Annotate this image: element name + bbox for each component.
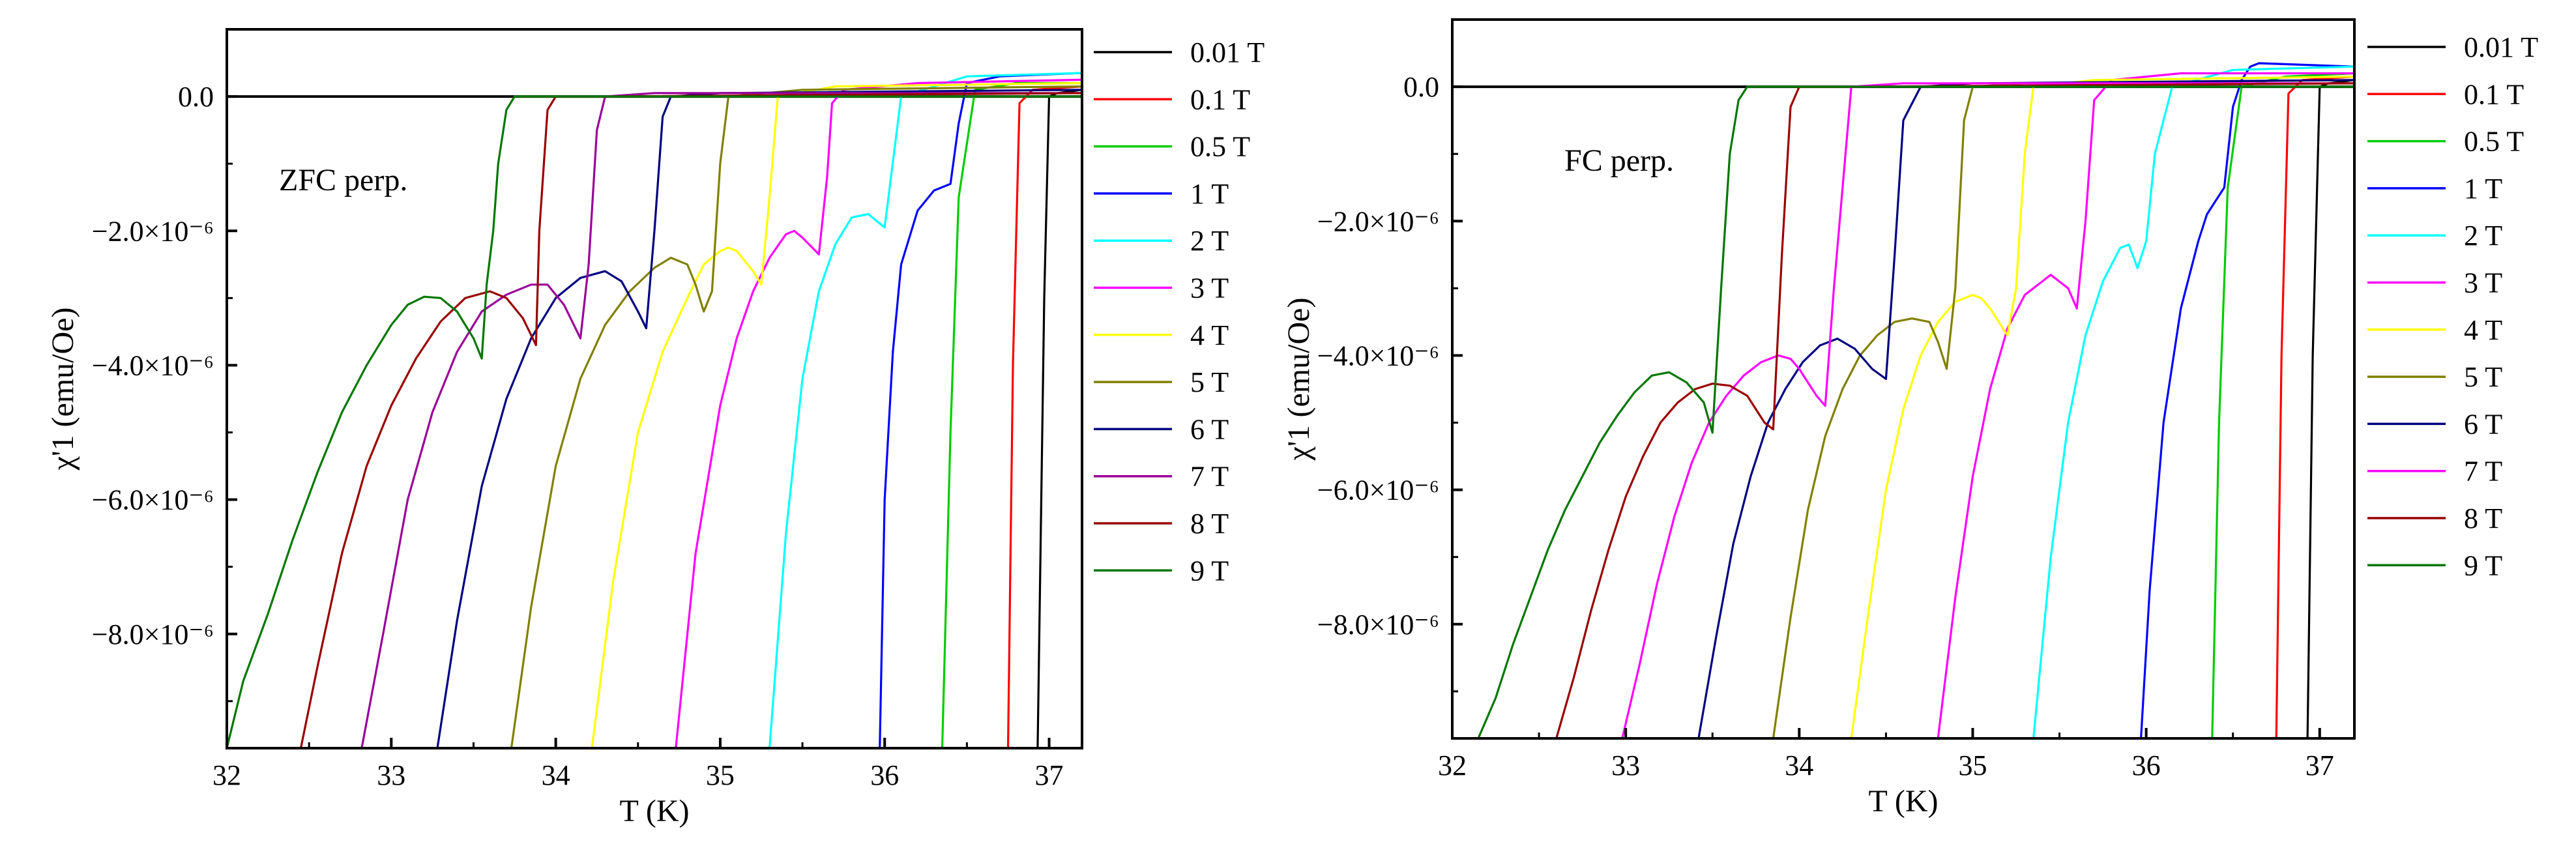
legend-label: 9 T (1190, 555, 1229, 587)
series-line-4-t-t (591, 81, 1082, 748)
legend-label: 0.5 T (2464, 126, 2524, 158)
legend-label: 2 T (1190, 225, 1229, 257)
legend-label: 0.1 T (1190, 83, 1250, 115)
series-line-7-t-t (360, 92, 1082, 748)
fc-panel: 32 33 34 35 36 37 0.0 −2.0×10⁻⁶ −4.0×10⁻⁶ −6.0×10… (1281, 18, 2538, 819)
x-tick-label: 34 (1785, 749, 1813, 781)
x-tick-label: 35 (706, 759, 735, 791)
legend-label: 1 T (2464, 173, 2502, 205)
series-line-6-t-t (436, 89, 1082, 748)
legend-label: 3 T (1190, 272, 1229, 304)
x-tick-label: 34 (542, 759, 570, 791)
legend-label: 4 T (2464, 314, 2502, 346)
legend-label: 0.01 T (1190, 36, 1265, 68)
x-tick-label: 33 (1611, 749, 1640, 781)
legend-label: 9 T (2464, 549, 2502, 581)
series-group (1477, 62, 2354, 738)
x-axis-title: T (K) (619, 794, 689, 828)
plot-frame (226, 28, 1083, 749)
legend-label: 2 T (2464, 220, 2502, 252)
legend-label: 7 T (1190, 461, 1229, 493)
series-line-3-t-t (1937, 72, 2354, 738)
panel-annotation: FC perp. (1564, 143, 1674, 178)
series-line-6-t-t (1697, 79, 2354, 738)
y-tick-label: −4.0×10⁻⁶ (1317, 340, 1439, 371)
legend-label: 0.01 T (2464, 31, 2538, 63)
series-line-9-t-t (227, 95, 1082, 748)
series-line-9-t-t (1477, 85, 2354, 738)
x-axis-title: T (K) (1868, 784, 1938, 819)
series-line-8-t-t (299, 92, 1082, 748)
x-tick-label: 35 (1958, 749, 1987, 781)
legend-label: 5 T (1190, 366, 1229, 398)
y-axis-title: χ'1 (emu/Oe) (46, 308, 80, 471)
legend-label: 8 T (1190, 508, 1229, 540)
series-group (227, 72, 1082, 748)
series-line-7-t-t (1621, 82, 2354, 738)
x-tick-label: 36 (870, 759, 899, 791)
legend-label: 8 T (2464, 502, 2502, 534)
y-tick-label: −4.0×10⁻⁶ (92, 349, 214, 381)
y-tick-label: 0.0 (178, 81, 214, 113)
legend-label: 0.5 T (1190, 131, 1250, 163)
legend-label: 5 T (2464, 361, 2502, 393)
x-tick-label: 37 (1035, 759, 1064, 791)
y-tick-label: −2.0×10⁻⁶ (1317, 205, 1439, 237)
plot-frame (1451, 18, 2356, 740)
series-line-5-t-t (1772, 79, 2354, 738)
y-tick-label: −8.0×10⁻⁶ (1317, 609, 1439, 641)
y-tick-label: −8.0×10⁻⁶ (92, 618, 214, 650)
legend-label: 1 T (1190, 178, 1229, 210)
legend-label: 4 T (1190, 319, 1229, 351)
series-line-0-1-t-t (1006, 85, 1082, 748)
legend-label: 6 T (2464, 408, 2502, 440)
legend-label: 6 T (1190, 413, 1229, 445)
legend-label: 3 T (2464, 267, 2502, 299)
series-line-0-5-t-t (2211, 72, 2354, 738)
zfc-panel: 32 33 34 35 36 37 0.0 −2.0×10⁻⁶ −4.0×10⁻⁶ −6.0×10… (46, 28, 1265, 828)
y-tick-label: 0.0 (1403, 71, 1439, 103)
series-line-5-t-t (510, 85, 1082, 748)
series-line-4-t-t (1850, 76, 2354, 738)
y-tick-label: −6.0×10⁻⁶ (92, 484, 214, 516)
series-line-1-t-t (2140, 62, 2354, 738)
series-line-8-t-t (1555, 82, 2354, 738)
x-tick-label: 37 (2305, 749, 2334, 781)
y-axis-title: χ'1 (emu/Oe) (1281, 298, 1316, 461)
x-tick-label: 33 (377, 759, 405, 791)
legend-label: 0.1 T (2464, 78, 2524, 110)
y-tick-label: −2.0×10⁻⁶ (92, 215, 214, 247)
x-tick-label: 32 (212, 759, 241, 791)
panel-annotation: ZFC perp. (279, 163, 407, 197)
legend-label: 7 T (2464, 456, 2502, 487)
x-tick-label: 36 (2132, 749, 2161, 781)
x-tick-label: 32 (1438, 749, 1467, 781)
y-tick-label: −6.0×10⁻⁶ (1317, 474, 1439, 506)
series-line-0-1-t-t (2275, 76, 2354, 738)
